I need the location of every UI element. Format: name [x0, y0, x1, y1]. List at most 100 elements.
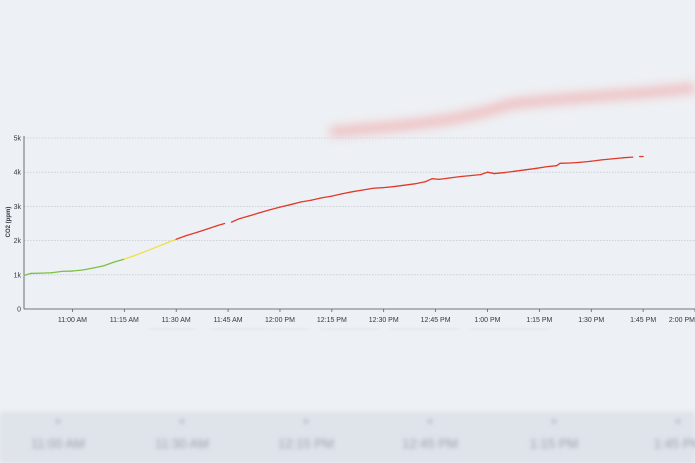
y-axis-label: CO2 (ppm)	[6, 207, 12, 238]
x-tick-label: 12:30 PM	[369, 317, 399, 324]
line-segment	[341, 191, 354, 195]
x-tick-label: 11:15 AM	[110, 317, 139, 324]
line-segment	[289, 201, 302, 206]
line-segment	[555, 162, 561, 167]
line-segment	[383, 185, 395, 189]
line-segment	[580, 160, 592, 163]
line-segment	[71, 269, 84, 272]
x-axis-shadow-marks	[148, 328, 550, 330]
line-segment	[23, 272, 32, 277]
line-segment	[258, 209, 271, 214]
line-segment	[144, 246, 157, 253]
y-tick-label: 3k	[14, 204, 22, 211]
line-segment	[134, 250, 146, 257]
line-segment	[230, 218, 240, 223]
line-segment	[185, 231, 198, 237]
blurred-background-axis-band	[0, 412, 695, 463]
line-segment	[479, 171, 489, 176]
line-segment	[621, 156, 634, 159]
line-segment	[237, 215, 250, 220]
x-tick-label: 1:45 PM	[630, 317, 656, 324]
y-tick-label: 2k	[14, 238, 22, 245]
line-segment	[414, 181, 426, 185]
line-segment	[431, 178, 440, 181]
line-segment	[102, 261, 115, 267]
line-segment	[331, 193, 343, 197]
line-segment	[393, 184, 406, 188]
line-segment	[403, 183, 416, 186]
co2-series	[23, 155, 644, 277]
blurred-tick-label: 1:45 PM	[654, 436, 695, 451]
line-segment	[448, 175, 461, 179]
line-segment	[351, 189, 364, 193]
y-tick-label: 0	[17, 307, 21, 314]
y-tick-label: 1k	[14, 272, 22, 279]
line-segment	[196, 228, 208, 234]
line-segment	[248, 212, 260, 217]
line-segment	[362, 187, 374, 191]
blurred-tick-mark	[304, 420, 308, 423]
line-segment	[310, 197, 323, 201]
line-segment	[279, 204, 291, 208]
line-segment	[611, 157, 624, 160]
line-segment	[206, 224, 219, 230]
blurred-tick-mark	[552, 420, 556, 423]
x-tick-label: 12:45 PM	[421, 317, 451, 324]
line-segment	[600, 158, 613, 161]
blurred-background-trend	[329, 83, 695, 137]
line-segment	[92, 265, 105, 269]
blurred-tick-mark	[56, 420, 60, 423]
line-segment	[165, 238, 177, 244]
series-segment	[230, 156, 634, 223]
x-tick-label: 11:00 AM	[58, 317, 87, 324]
line-segment	[469, 173, 482, 177]
blurred-tick-mark	[180, 420, 184, 423]
x-tick-label: 11:45 AM	[214, 317, 243, 324]
blurred-tick-label: 11:30 AM	[155, 436, 209, 451]
line-segment	[459, 174, 471, 178]
line-segment	[514, 169, 527, 172]
line-segment	[123, 254, 136, 260]
line-segment	[486, 171, 496, 175]
y-tick-label: 5k	[14, 136, 22, 143]
line-segment	[175, 234, 188, 240]
gridlines	[24, 137, 695, 276]
x-axis-ticks: 11:00 AM 11:15 AM 11:30 AM 11:45 AM 12:00 PM…	[58, 309, 695, 324]
x-tick-label: 12:00 PM	[265, 317, 295, 324]
line-segment	[320, 195, 333, 199]
line-segment	[524, 167, 537, 171]
line-segment	[217, 222, 226, 227]
line-segment	[590, 159, 603, 162]
line-segment	[493, 171, 506, 175]
line-segment	[82, 267, 94, 271]
blurred-tick-label: 1:15 PM	[530, 436, 578, 451]
blurred-background-labels: 11:00 AM 11:30 AM 12:15 PM 12:45 PM 1:15 PM 1…	[31, 420, 695, 451]
line-segment	[113, 258, 125, 263]
line-segment	[438, 177, 451, 181]
x-tick-label: 1:15 PM	[526, 317, 552, 324]
line-segment	[300, 199, 312, 203]
x-tick-label: 2:00 PM	[669, 317, 695, 324]
line-segment	[154, 242, 167, 249]
line-segment	[569, 161, 582, 164]
blurred-tick-mark	[676, 420, 680, 423]
series-segment	[23, 222, 226, 277]
line-segment	[424, 178, 433, 183]
line-segment	[51, 270, 63, 274]
line-segment	[535, 166, 547, 170]
x-tick-label: 11:30 AM	[162, 317, 191, 324]
blurred-tick-label: 12:45 PM	[402, 436, 458, 451]
line-segment	[545, 165, 558, 168]
line-segment	[504, 170, 516, 174]
y-tick-label: 4k	[14, 170, 22, 177]
x-tick-label: 1:00 PM	[474, 317, 500, 324]
blurred-tick-mark	[428, 420, 432, 423]
x-tick-label: 12:15 PM	[317, 317, 347, 324]
x-tick-label: 1:30 PM	[578, 317, 604, 324]
blurred-tick-label: 11:00 AM	[31, 436, 85, 451]
line-segment	[268, 206, 281, 211]
y-axis-ticks: 0 1k 2k 3k 4k 5k	[14, 136, 22, 314]
blurred-tick-label: 12:15 PM	[278, 436, 334, 451]
line-segment	[372, 186, 385, 189]
